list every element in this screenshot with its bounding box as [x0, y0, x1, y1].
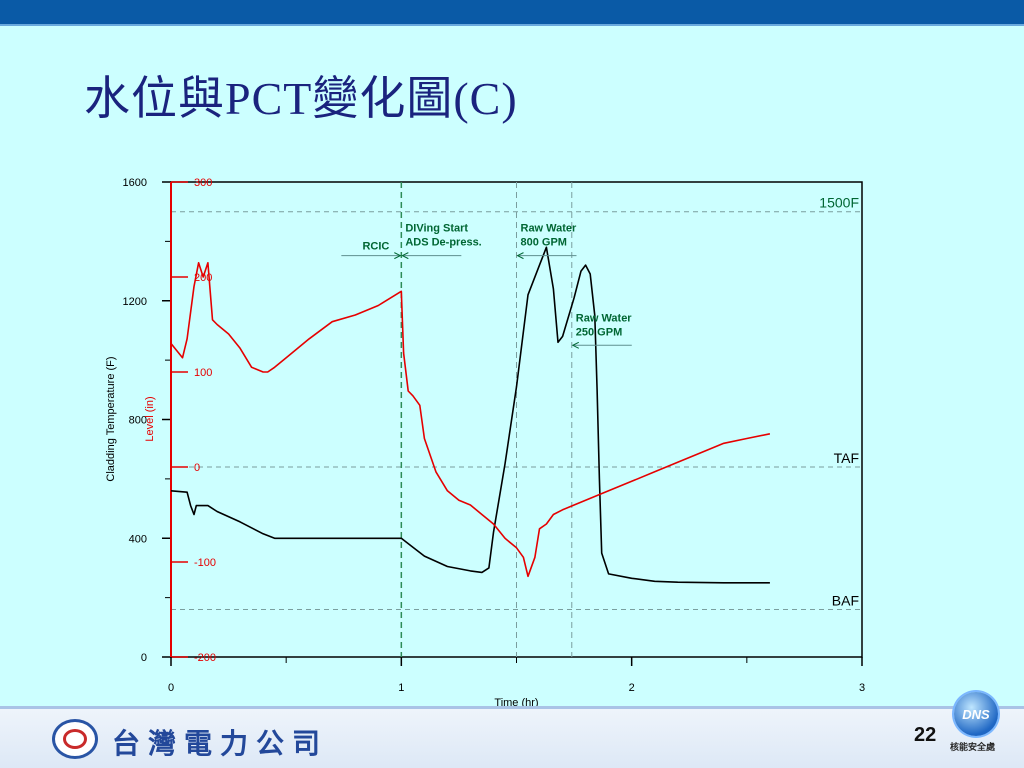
level-tick-label--100: -100: [194, 557, 216, 569]
reference-label-1500f: 1500F: [819, 195, 859, 211]
slide-title: 水位與PCT變化圖(C): [84, 73, 518, 124]
cladding-temperature-line: [170, 246, 770, 584]
annotation-label-diving-0: DIVing Start: [405, 223, 468, 235]
level-tick-label-300: 300: [194, 177, 212, 189]
left-tick-label-1200: 1200: [123, 296, 147, 308]
reference-label-taf: TAF: [834, 450, 859, 466]
reference-label-baf: BAF: [832, 593, 859, 609]
annotation-label-diving-1: ADS De-press.: [405, 237, 481, 249]
left-tick-label-1600: 1600: [123, 177, 147, 189]
x-tick-label-2: 2: [629, 682, 635, 694]
water-level-line: [170, 261, 771, 578]
annotation-label-raw800-0: Raw Water: [521, 223, 578, 235]
level-tick-label-0: 0: [194, 462, 200, 474]
annotation-arrow-rcic: [394, 252, 402, 260]
left-tick-label-400: 400: [129, 533, 147, 545]
annotation-label-raw250-1: 250 GPM: [576, 326, 622, 338]
annotation-label-rcic: RCIC: [362, 241, 389, 253]
taipower-seal-icon: [52, 719, 98, 759]
level-tick-label--200: -200: [194, 652, 216, 664]
level-tick-label-100: 100: [194, 367, 212, 379]
annotation-arrow-raw250: [571, 341, 580, 349]
dns-logo-text: DNS: [962, 706, 990, 722]
page-number: 22: [914, 724, 937, 746]
x-tick-label-1: 1: [398, 682, 404, 694]
right-axis-label: Level (in): [144, 396, 156, 441]
company-name: 台灣電力公司: [112, 727, 329, 760]
annotation-arrow-raw800: [516, 252, 524, 260]
left-tick-label-0: 0: [141, 652, 147, 664]
annotation-label-raw800-1: 800 GPM: [521, 237, 567, 249]
annotation-arrow-diving: [401, 252, 409, 260]
annotation-label-raw250-0: Raw Water: [576, 312, 633, 324]
top-banner: [0, 0, 1024, 26]
dns-logo-icon: DNS: [954, 692, 998, 736]
footer-bar: 台灣電力公司 22 DNS 核能安全處: [0, 692, 1024, 768]
logo-caption: 核能安全處: [950, 743, 996, 753]
left-axis-label: Cladding Temperature (F): [105, 356, 117, 481]
x-tick-label-3: 3: [859, 682, 865, 694]
x-tick-label-0: 0: [168, 682, 174, 694]
left-tick-label-800: 800: [129, 415, 147, 427]
level-tick-label-200: 200: [194, 272, 212, 284]
